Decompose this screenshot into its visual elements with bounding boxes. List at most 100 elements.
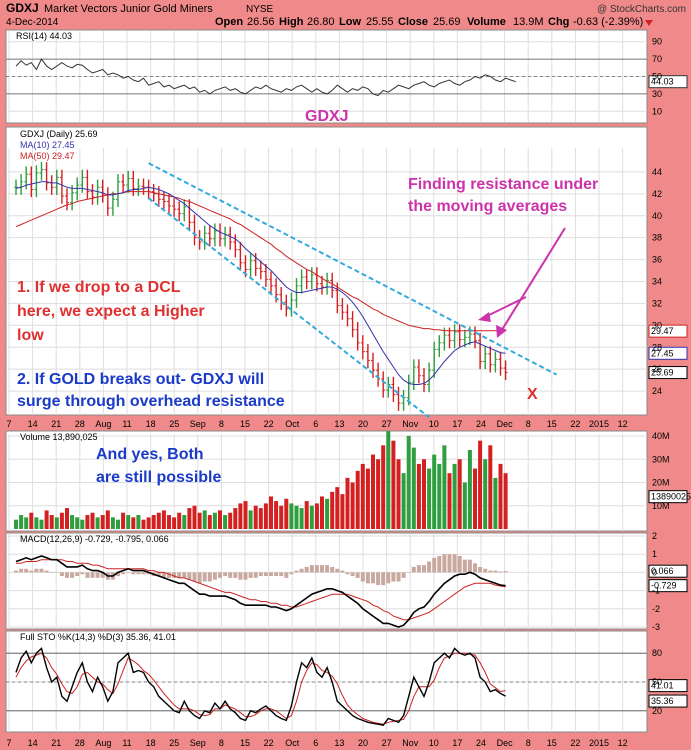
annotation-x: X (527, 386, 538, 403)
macd-hist-bar (416, 565, 421, 573)
x-tick-label-bottom: 14 (28, 738, 38, 748)
macd-hist-bar (100, 572, 105, 578)
macd-hist-bar (136, 572, 141, 575)
macd-hist-bar (182, 572, 187, 578)
x-tick-label: 13 (334, 419, 344, 429)
macd-hist-bar (411, 566, 416, 573)
macd-hist-bar (340, 570, 345, 573)
rsi-value-tag: 44.03 (651, 77, 674, 87)
header-exchange: NYSE (246, 4, 274, 15)
y-tick-label-price: 38 (652, 233, 662, 243)
price-legend-ma10: MA(10) 27.45 (20, 140, 75, 150)
watermark[interactable]: @ StockCharts.com (597, 4, 686, 15)
macd-hist-bar (447, 554, 452, 573)
close-value-tag: 25.69 (651, 368, 674, 378)
y-tick-label-sto: 50 (652, 677, 662, 687)
volume-bar (14, 519, 18, 529)
macd-hist-bar (202, 572, 207, 582)
macd-hist-bar (269, 572, 273, 577)
macd-hist-bar (238, 572, 243, 580)
x-tick-label-bottom: 27 (382, 738, 392, 748)
macd-hist-bar (39, 568, 44, 573)
header-open-label: Open (215, 16, 243, 28)
macd-hist-bar (350, 572, 355, 577)
volume-bar (437, 463, 442, 529)
volume-bar (172, 517, 177, 529)
volume-bar (233, 508, 238, 529)
volume-bar (279, 505, 284, 529)
y-tick-label-macd: -1 (652, 586, 660, 596)
annotation-dcl-3: low (17, 327, 44, 344)
macd-hist-bar (59, 572, 64, 577)
volume-bar (161, 510, 166, 529)
macd-hist-bar (263, 572, 268, 577)
y-tick-label-macd: 1 (652, 549, 657, 559)
x-tick-label: 28 (75, 419, 85, 429)
legends: RSI(14) 44.03 GDXJ (Daily) 25.69 MA(10) … (16, 31, 176, 642)
y-tick-label-sto: 80 (652, 648, 662, 658)
x-tick-label: 10 (429, 419, 439, 429)
x-tick-label: 15 (547, 419, 557, 429)
volume-bar (95, 517, 100, 529)
macd-signal-line (16, 559, 506, 621)
x-tick-label: 12 (618, 419, 628, 429)
x-tick-label: Oct (285, 419, 300, 429)
x-tick-label-bottom: 12 (618, 738, 628, 748)
header-high: 26.80 (307, 16, 335, 28)
macd-value-tag: -0.729 (651, 581, 677, 591)
ma10-value-tag: 27.45 (651, 348, 674, 358)
macd-hist-bar (493, 570, 498, 573)
sto-d-line (15, 652, 506, 725)
volume-bar (141, 519, 146, 529)
volume-bar (263, 503, 268, 529)
x-tick-label: 25 (169, 419, 179, 429)
rsi-line (15, 58, 516, 97)
volume-bar (156, 512, 161, 529)
volume-bar (146, 517, 151, 529)
volume-bar (54, 517, 59, 529)
volume-bar (49, 515, 54, 529)
volume-value-tag-box (648, 490, 688, 504)
rsi-value-tag-box (648, 75, 688, 89)
channel-upper-line (148, 162, 558, 376)
volume-bar (44, 510, 49, 529)
y-tick-label-macd: 2 (652, 531, 657, 541)
macd-hist-bar (258, 572, 263, 577)
macd-hist-bar (376, 572, 381, 586)
volume-bar (116, 519, 120, 529)
chart-marks: 44.03 29.47 27.45 25.69 13890025 0.066 -0.729 4… (6, 58, 691, 726)
volume-bar (416, 463, 421, 529)
volume-bar (151, 515, 156, 529)
x-tick-label-bottom: Oct (285, 738, 300, 748)
macd-hist-bar (406, 572, 411, 573)
x-tick-label-bottom: 21 (51, 738, 61, 748)
x-tick-label: 2015 (589, 419, 609, 429)
sto-k-tag: 35.36 (651, 696, 674, 706)
macd-hist-bar (391, 572, 396, 582)
x-tick-label-bottom: 17 (452, 738, 462, 748)
y-tick-label-volume: 30M (652, 454, 670, 464)
ma50-value-tag: 29.47 (651, 326, 674, 336)
volume-bar (177, 512, 182, 529)
sto-d-tag-box (648, 679, 688, 693)
price-legend-main: GDXJ (Daily) 25.69 (20, 129, 98, 139)
x-tick-label-bottom: Sep (190, 738, 206, 748)
macd-hist-bar (207, 572, 212, 582)
volume-bar (121, 512, 126, 529)
header-close-label: Close (398, 16, 428, 28)
macd-hist-bar (386, 572, 391, 584)
y-tick-label-price: 26 (652, 364, 662, 374)
ma10-value-tag-box (648, 346, 688, 360)
volume-bar (411, 447, 416, 529)
volume-bar (304, 501, 309, 529)
sto-k-tag-box (648, 694, 688, 708)
x-tick-label-bottom: 15 (547, 738, 557, 748)
header-close: 25.69 (433, 16, 461, 28)
y-tick-label-sto: 20 (652, 706, 662, 716)
annotation-gdxj: GDXJ (305, 108, 349, 125)
x-tick-label: 6 (313, 419, 318, 429)
volume-bar (391, 440, 396, 529)
rsi-legend: RSI(14) 44.03 (16, 31, 72, 41)
macd-hist-bar (44, 570, 49, 573)
volume-bar (432, 454, 437, 529)
